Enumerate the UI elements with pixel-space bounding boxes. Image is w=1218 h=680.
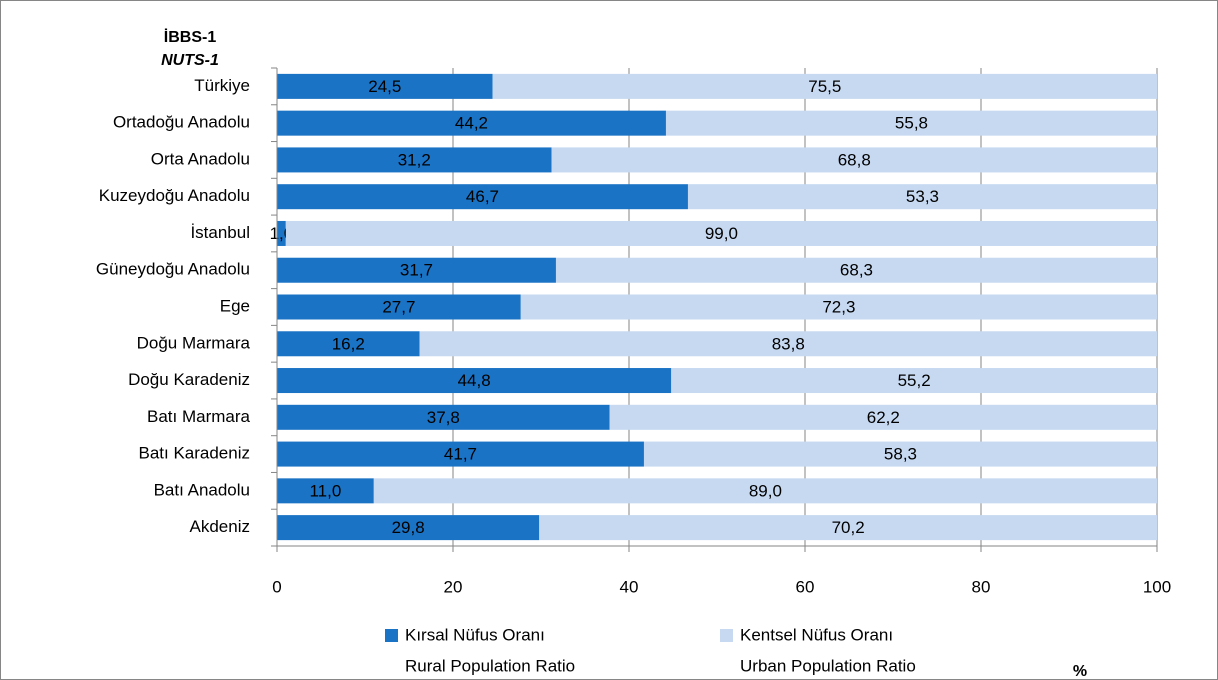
bar-segment [492,73,1158,99]
data-label: 24,5 [368,77,401,96]
data-label: 44,8 [458,371,491,390]
y-axis-title: İBBS-1 [164,28,217,46]
y-tick-label: Doğu Karadeniz [128,370,250,389]
data-label: 89,0 [749,481,782,500]
y-tick-label: Akdeniz [190,517,250,536]
y-tick-label: Ortadoğu Anadolu [113,113,250,132]
bar-segment [539,515,1157,541]
y-tick-label: Batı Anadolu [154,480,250,499]
bar-segment [643,441,1157,467]
legend-swatch [720,629,733,642]
data-label: 83,8 [772,334,805,353]
legend-label-en: Rural Population Ratio [405,656,575,675]
bar-segment [373,478,1157,504]
bar-segment [277,184,688,210]
legend-label: Kırsal Nüfus Oranı [405,625,545,644]
bar-segment [520,294,1157,320]
data-label: 70,2 [832,518,865,537]
data-label: 29,8 [392,518,425,537]
data-label: 58,3 [884,445,917,464]
data-label: 55,2 [898,371,931,390]
data-label: 11,0 [309,481,341,500]
bar-segment [277,257,556,283]
x-tick-label: 80 [972,577,991,596]
data-label: 16,2 [332,334,365,353]
data-label: 72,3 [822,297,855,316]
x-tick-label: 100 [1143,577,1171,596]
x-tick-label: 40 [620,577,639,596]
data-label: 75,5 [808,77,841,96]
bar-segment [277,441,644,467]
bar-segment [665,110,1157,136]
y-tick-label: Batı Karadeniz [138,444,250,463]
legend-label-en: Urban Population Ratio [740,656,916,675]
bar-segment [277,478,374,504]
data-label: 62,2 [867,408,900,427]
data-label: 31,2 [398,150,431,169]
y-tick-label: Orta Anadolu [151,149,250,168]
data-label: 31,7 [400,261,433,280]
data-label: 55,8 [895,114,928,133]
bar-segment [277,73,493,99]
x-tick-label: 0 [272,577,281,596]
legend-swatch [385,629,398,642]
bar-segment [671,368,1157,394]
bar-segment [277,220,286,246]
data-label: 37,8 [427,408,460,427]
y-tick-label: Batı Marmara [147,407,251,426]
bar-segment [285,220,1157,246]
y-axis-title-en: NUTS-1 [161,52,219,69]
bar-segment [277,368,672,394]
bar-segment [419,331,1157,357]
y-tick-label: İstanbul [190,223,250,242]
x-tick-label: 60 [796,577,815,596]
data-label: 41,7 [444,445,477,464]
bar-segment [609,404,1157,430]
bar-segment [277,404,610,430]
y-tick-label: Ege [220,296,250,315]
y-tick-label: Kuzeydoğu Anadolu [99,186,250,205]
x-axis-title: % [1073,663,1087,680]
y-tick-label: Doğu Marmara [137,333,251,352]
x-tick-label: 20 [444,577,463,596]
legend-label: Kentsel Nüfus Oranı [740,625,893,644]
bar-segment [551,147,1157,173]
bar-segment [555,257,1157,283]
data-label: 68,3 [840,261,873,280]
y-tick-label: Güneydoğu Anadolu [96,260,250,279]
data-label: 53,3 [906,187,939,206]
data-label: 27,7 [382,297,415,316]
y-tick-label: Türkiye [194,76,250,95]
bar-segment [277,331,420,357]
data-label: 68,8 [838,150,871,169]
data-label: 46,7 [466,187,499,206]
bar-segment [277,110,666,136]
data-label: 44,2 [455,114,488,133]
bar-segment [277,515,540,541]
data-label: 99,0 [705,224,738,243]
bar-segment [277,147,552,173]
bar-segment [687,184,1157,210]
bar-segment [277,294,521,320]
